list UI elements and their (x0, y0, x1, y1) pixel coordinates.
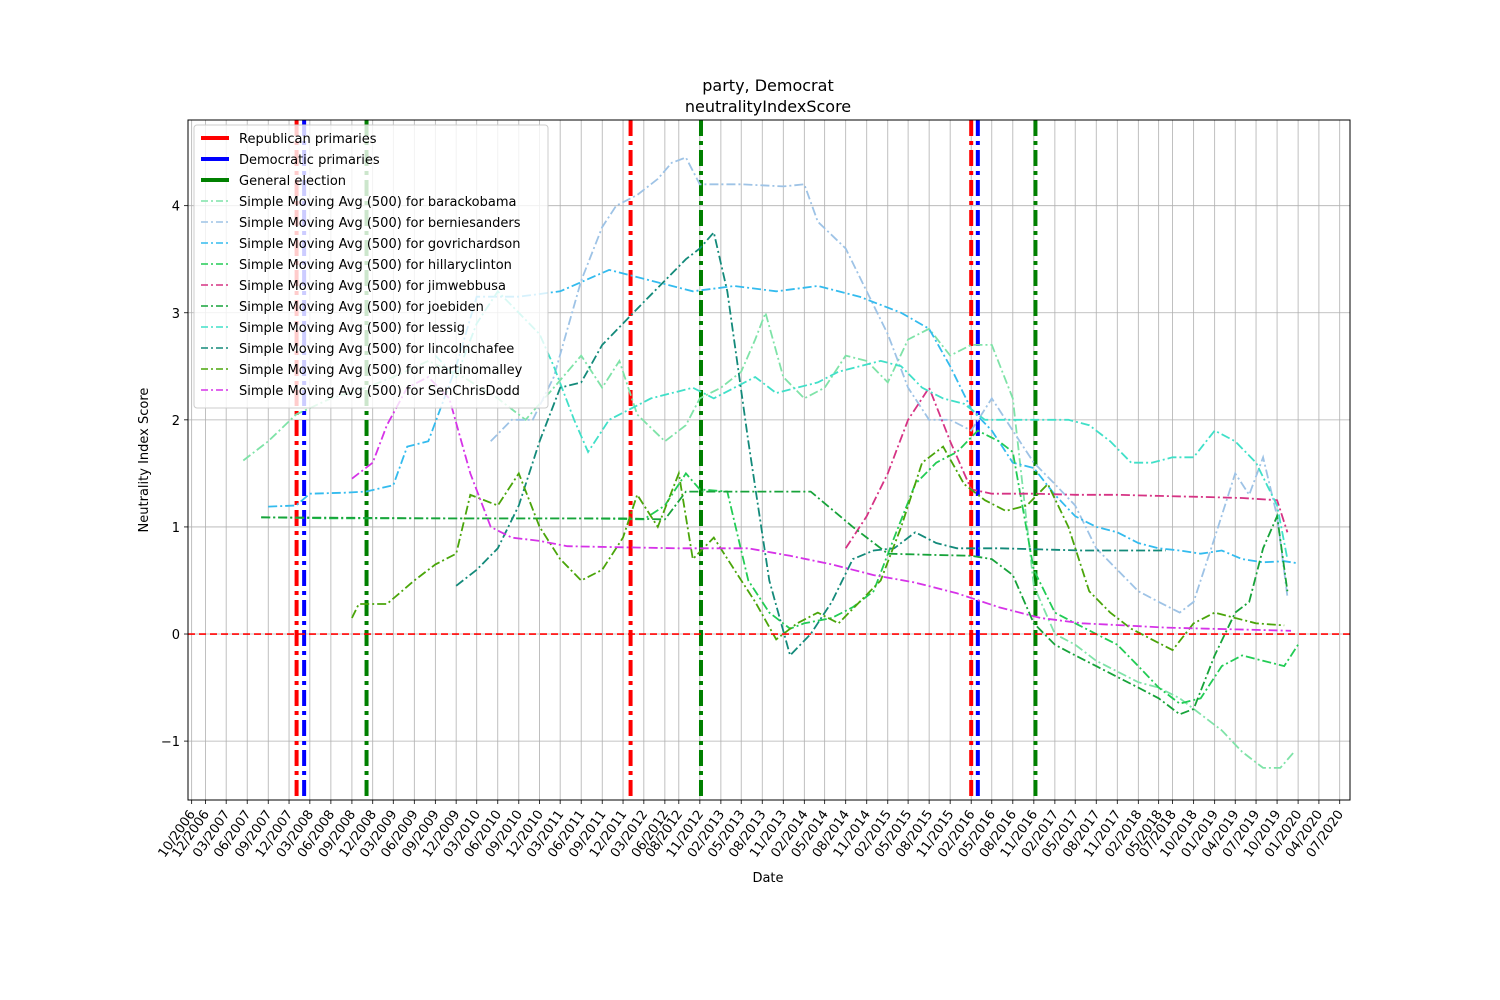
legend-label: General election (239, 174, 346, 189)
legend-label: Simple Moving Avg (500) for joebiden (239, 300, 484, 315)
plot-frame (187, 119, 1351, 801)
legend-label: Simple Moving Avg (500) for SenChrisDodd (239, 384, 520, 399)
series-line-joebiden (261, 490, 1289, 716)
y-axis-label: Neutrality Index Score (137, 388, 152, 533)
axis-ticks: 10/200612/200603/200706/200709/200712/20… (156, 200, 1347, 861)
chart-title: party, Democrat (702, 76, 833, 95)
legend-label: Simple Moving Avg (500) for govrichardso… (239, 237, 520, 252)
series-line-martinomalley (351, 445, 1285, 652)
y-tick-label: 3 (172, 307, 180, 322)
legend-label: Democratic primaries (239, 153, 380, 168)
legend-label: Simple Moving Avg (500) for jimwebbusa (239, 279, 506, 294)
legend-label: Simple Moving Avg (500) for hillaryclint… (239, 258, 512, 273)
legend-label: Simple Moving Avg (500) for barackobama (239, 195, 516, 210)
legend-box (193, 124, 549, 409)
series-line-govrichardson (268, 268, 1299, 565)
legend-label: Simple Moving Avg (500) for lessig (239, 321, 465, 336)
legend: Republican primaries Democratic primaries… (193, 124, 549, 409)
y-tick-label: −1 (161, 735, 180, 750)
y-tick-label: 1 (172, 521, 180, 536)
legend-label: Simple Moving Avg (500) for martinomalle… (239, 363, 523, 378)
chart-subtitle: neutralityIndexScore (685, 97, 851, 116)
legend-label: Simple Moving Avg (500) for berniesander… (239, 216, 521, 231)
y-tick-label: 4 (172, 200, 180, 215)
x-axis-label: Date (752, 871, 783, 886)
legend-label: Simple Moving Avg (500) for lincolnchafe… (239, 342, 514, 357)
series-line-jimwebbusa (844, 385, 1289, 549)
series-line-lessig (434, 289, 1289, 560)
legend-label: Republican primaries (239, 132, 377, 147)
series-line-lincolnchafee (455, 230, 1166, 658)
series-line-berniesanders (490, 156, 1289, 614)
y-tick-label: 0 (172, 628, 180, 643)
y-tick-label: 2 (172, 414, 180, 429)
